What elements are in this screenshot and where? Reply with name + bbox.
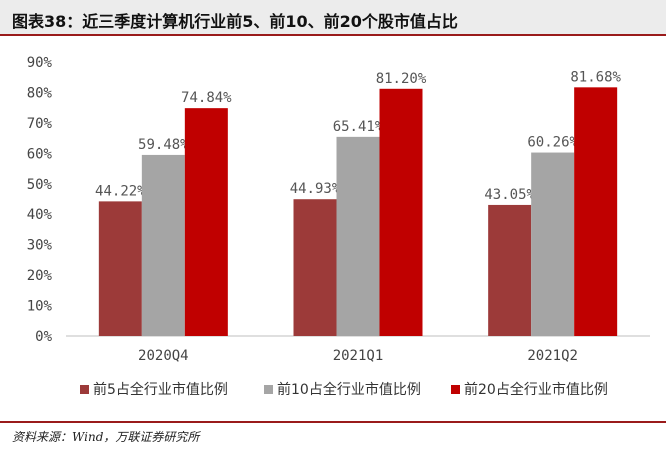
- y-tick-label: 40%: [27, 207, 53, 223]
- y-tick-label: 80%: [27, 85, 53, 101]
- page-title: 图表38：近三季度计算机行业前5、前10、前20个股市值占比: [12, 12, 458, 31]
- bar: [141, 154, 185, 336]
- data-label: 65.41%: [333, 119, 384, 135]
- data-label: 81.68%: [570, 69, 621, 85]
- data-label: 43.05%: [484, 187, 535, 203]
- y-tick-label: 90%: [27, 55, 53, 71]
- data-label: 44.22%: [95, 183, 146, 199]
- legend-swatch: [264, 385, 273, 394]
- legend-swatch: [80, 385, 89, 394]
- bar: [488, 204, 532, 336]
- y-tick-label: 60%: [27, 146, 53, 162]
- data-label: 59.48%: [138, 137, 189, 153]
- bar: [379, 88, 423, 336]
- legend-label: 前10占全行业市值比例: [277, 381, 421, 398]
- legend-label: 前5占全行业市值比例: [93, 381, 228, 398]
- x-tick-label: 2021Q2: [527, 348, 578, 364]
- source-note: 资料来源：Wind，万联证券研究所: [12, 430, 200, 444]
- bar: [98, 201, 142, 336]
- legend-label: 前20占全行业市值比例: [464, 381, 608, 398]
- legend-swatch: [451, 385, 460, 394]
- bar: [531, 152, 575, 336]
- y-tick-label: 10%: [27, 299, 53, 315]
- bar: [293, 199, 337, 336]
- y-tick-label: 70%: [27, 116, 53, 132]
- chart-container: 0% 10% 20% 30% 40% 50% 60% 70% 80% 90% 44.22% 59.48…: [0, 44, 666, 419]
- x-tick-label: 2020Q4: [138, 348, 189, 364]
- data-label: 74.84%: [181, 90, 232, 106]
- bar: [574, 87, 618, 336]
- data-label: 81.20%: [376, 71, 427, 87]
- x-tick-label: 2021Q1: [333, 348, 384, 364]
- y-tick-label: 20%: [27, 268, 53, 284]
- bar: [336, 136, 380, 336]
- title-bar: 图表38：近三季度计算机行业前5、前10、前20个股市值占比: [0, 0, 666, 36]
- bar: [184, 108, 228, 336]
- y-tick-label: 30%: [27, 238, 53, 254]
- y-tick-label: 50%: [27, 177, 53, 193]
- y-tick-label: 0%: [35, 329, 52, 345]
- data-label: 60.26%: [527, 135, 578, 151]
- source-divider: [0, 421, 666, 423]
- data-label: 44.93%: [290, 181, 341, 197]
- bar-chart: 0% 10% 20% 30% 40% 50% 60% 70% 80% 90% 44.22% 59.48…: [27, 55, 650, 398]
